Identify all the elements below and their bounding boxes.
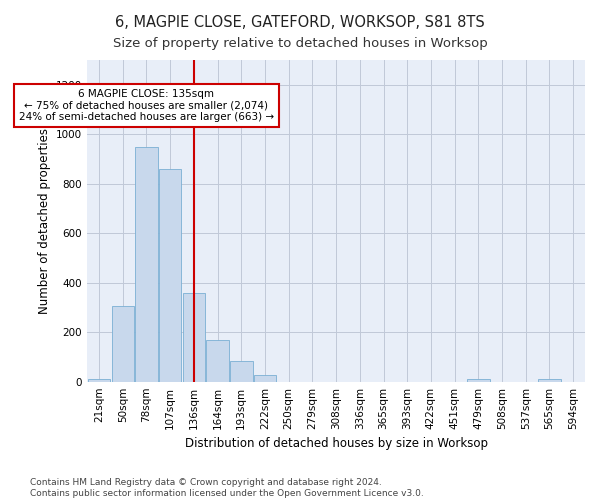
Bar [467,378,490,382]
Bar [159,169,181,382]
Bar [182,292,205,382]
Bar [538,378,561,382]
Bar [88,378,110,382]
Bar [254,375,276,382]
Y-axis label: Number of detached properties: Number of detached properties [38,128,50,314]
Bar [206,340,229,382]
Text: Contains HM Land Registry data © Crown copyright and database right 2024.
Contai: Contains HM Land Registry data © Crown c… [30,478,424,498]
X-axis label: Distribution of detached houses by size in Worksop: Distribution of detached houses by size … [185,437,488,450]
Bar [135,146,158,382]
Bar [112,306,134,382]
Text: 6 MAGPIE CLOSE: 135sqm
← 75% of detached houses are smaller (2,074)
24% of semi-: 6 MAGPIE CLOSE: 135sqm ← 75% of detached… [19,89,274,122]
Text: Size of property relative to detached houses in Worksop: Size of property relative to detached ho… [113,38,487,51]
Text: 6, MAGPIE CLOSE, GATEFORD, WORKSOP, S81 8TS: 6, MAGPIE CLOSE, GATEFORD, WORKSOP, S81 … [115,15,485,30]
Bar [230,360,253,382]
